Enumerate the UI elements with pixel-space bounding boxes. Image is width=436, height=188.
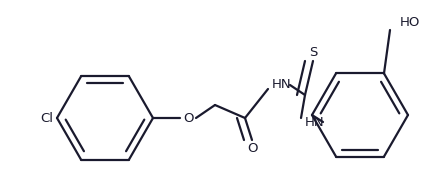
Text: HO: HO [400, 15, 420, 29]
Text: HN: HN [305, 115, 325, 129]
Text: O: O [183, 111, 193, 124]
Text: S: S [309, 45, 317, 58]
Text: Cl: Cl [40, 111, 53, 124]
Text: O: O [247, 142, 257, 155]
Text: HN: HN [272, 79, 292, 92]
